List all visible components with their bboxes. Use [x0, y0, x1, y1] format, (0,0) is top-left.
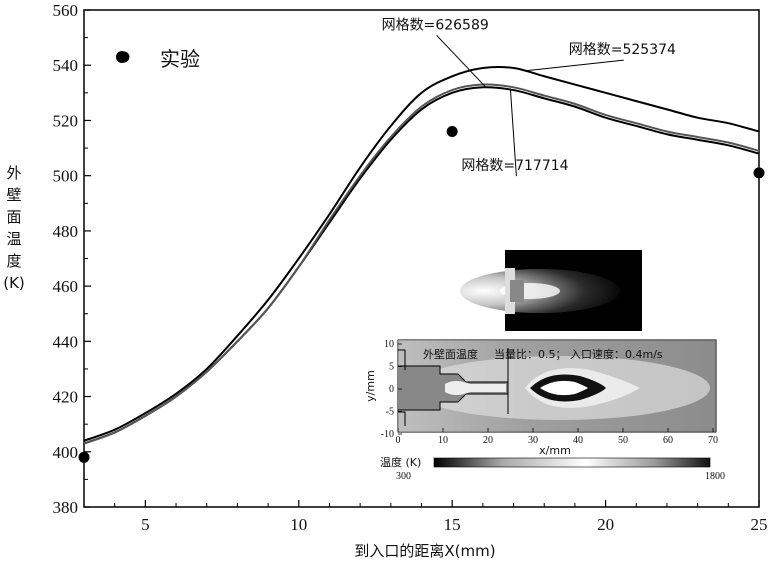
inset-y-tick-label: 5 — [389, 362, 394, 373]
inset-x-label: x/mm — [539, 444, 571, 457]
y-tick-label: 560 — [53, 1, 79, 20]
inset-x-tick-label: 40 — [573, 435, 583, 446]
y-axis-title-char: 外 — [6, 164, 21, 182]
y-axis-title-char: 度 — [6, 252, 21, 270]
colorbar-label: 温度 (K) — [380, 455, 421, 469]
series-line — [83, 65, 760, 442]
y-tick-label: 400 — [53, 443, 79, 462]
inset-y-tick-label: -5 — [386, 407, 394, 418]
y-tick-label: 440 — [53, 332, 79, 351]
y-tick-label: 380 — [53, 498, 79, 517]
y-axis-title: 外壁面温度 (K) — [3, 164, 25, 292]
legend-marker — [116, 51, 128, 63]
series-lines — [83, 65, 760, 445]
x-tick-label: 5 — [141, 515, 150, 534]
x-tick-label: 25 — [751, 515, 768, 534]
series-line — [83, 83, 760, 445]
x-axis-ticks: 5 10 15 20 25 — [83, 500, 768, 534]
y-tick-label: 420 — [53, 388, 79, 407]
annotation-label: 网格数=626589 — [382, 17, 489, 33]
experiment-point — [78, 451, 90, 463]
y-axis-title-char: 面 — [6, 208, 21, 226]
experiment-point — [753, 167, 765, 179]
legend-label: 实验 — [160, 47, 200, 71]
inset-flame-image — [460, 250, 642, 331]
inset-y-tick-label: 0 — [389, 384, 394, 395]
inset-y-label: y/mm — [364, 370, 377, 402]
inset-condition: 当量比：0.5； 入口速度：0.4m/s — [494, 347, 663, 361]
inset-x-ticks: 0 10 20 30 40 50 60 70 — [396, 428, 718, 446]
y-axis-title-char: (K) — [3, 274, 25, 292]
y-tick-label: 460 — [53, 277, 79, 296]
annotation-leader — [509, 90, 517, 177]
y-axis-title-char: 温 — [6, 230, 21, 248]
experiment-point — [446, 125, 458, 137]
y-axis-ticks: 380 400 420 440 460 480 500 520 540 560 — [53, 1, 91, 517]
inset-y-tick-label: -10 — [381, 429, 394, 440]
inset-x-tick-label: 10 — [438, 435, 448, 446]
annotation-leader — [436, 34, 487, 88]
inset-x-tick-label: 50 — [618, 435, 628, 446]
inset-wall-label: 外壁面温度 — [423, 347, 478, 361]
inset-x-tick-label: 70 — [708, 435, 718, 446]
colorbar — [433, 457, 711, 468]
inset-x-tick-label: 60 — [663, 435, 673, 446]
y-tick-label: 520 — [53, 111, 79, 130]
x-tick-label: 10 — [290, 515, 307, 534]
annotation-leader — [525, 59, 624, 72]
inset-x-tick-label: 0 — [396, 435, 401, 446]
series-annotations: 网格数=626589 网格数=525374 网格数=717714 — [382, 17, 676, 177]
annotation-label: 网格数=525374 — [569, 42, 676, 58]
x-tick-label: 15 — [444, 515, 461, 534]
inset-y-ticks: 10 5 0 -5 -10 — [381, 339, 402, 440]
inset-x-tick-label: 20 — [483, 435, 493, 446]
y-tick-label: 500 — [53, 167, 79, 186]
y-tick-label: 480 — [53, 222, 79, 241]
annotation-label: 网格数=717714 — [461, 158, 568, 174]
inset-y-tick-label: 10 — [384, 339, 394, 350]
y-axis-title-char: 壁 — [6, 186, 21, 204]
colorbar-min: 300 — [396, 471, 411, 482]
y-tick-label: 540 — [53, 56, 79, 75]
x-tick-label: 20 — [597, 515, 614, 534]
inset-x-tick-label: 30 — [528, 435, 538, 446]
x-axis-title: 到入口的距离X(mm) — [354, 542, 495, 560]
colorbar-max: 1800 — [705, 471, 725, 482]
